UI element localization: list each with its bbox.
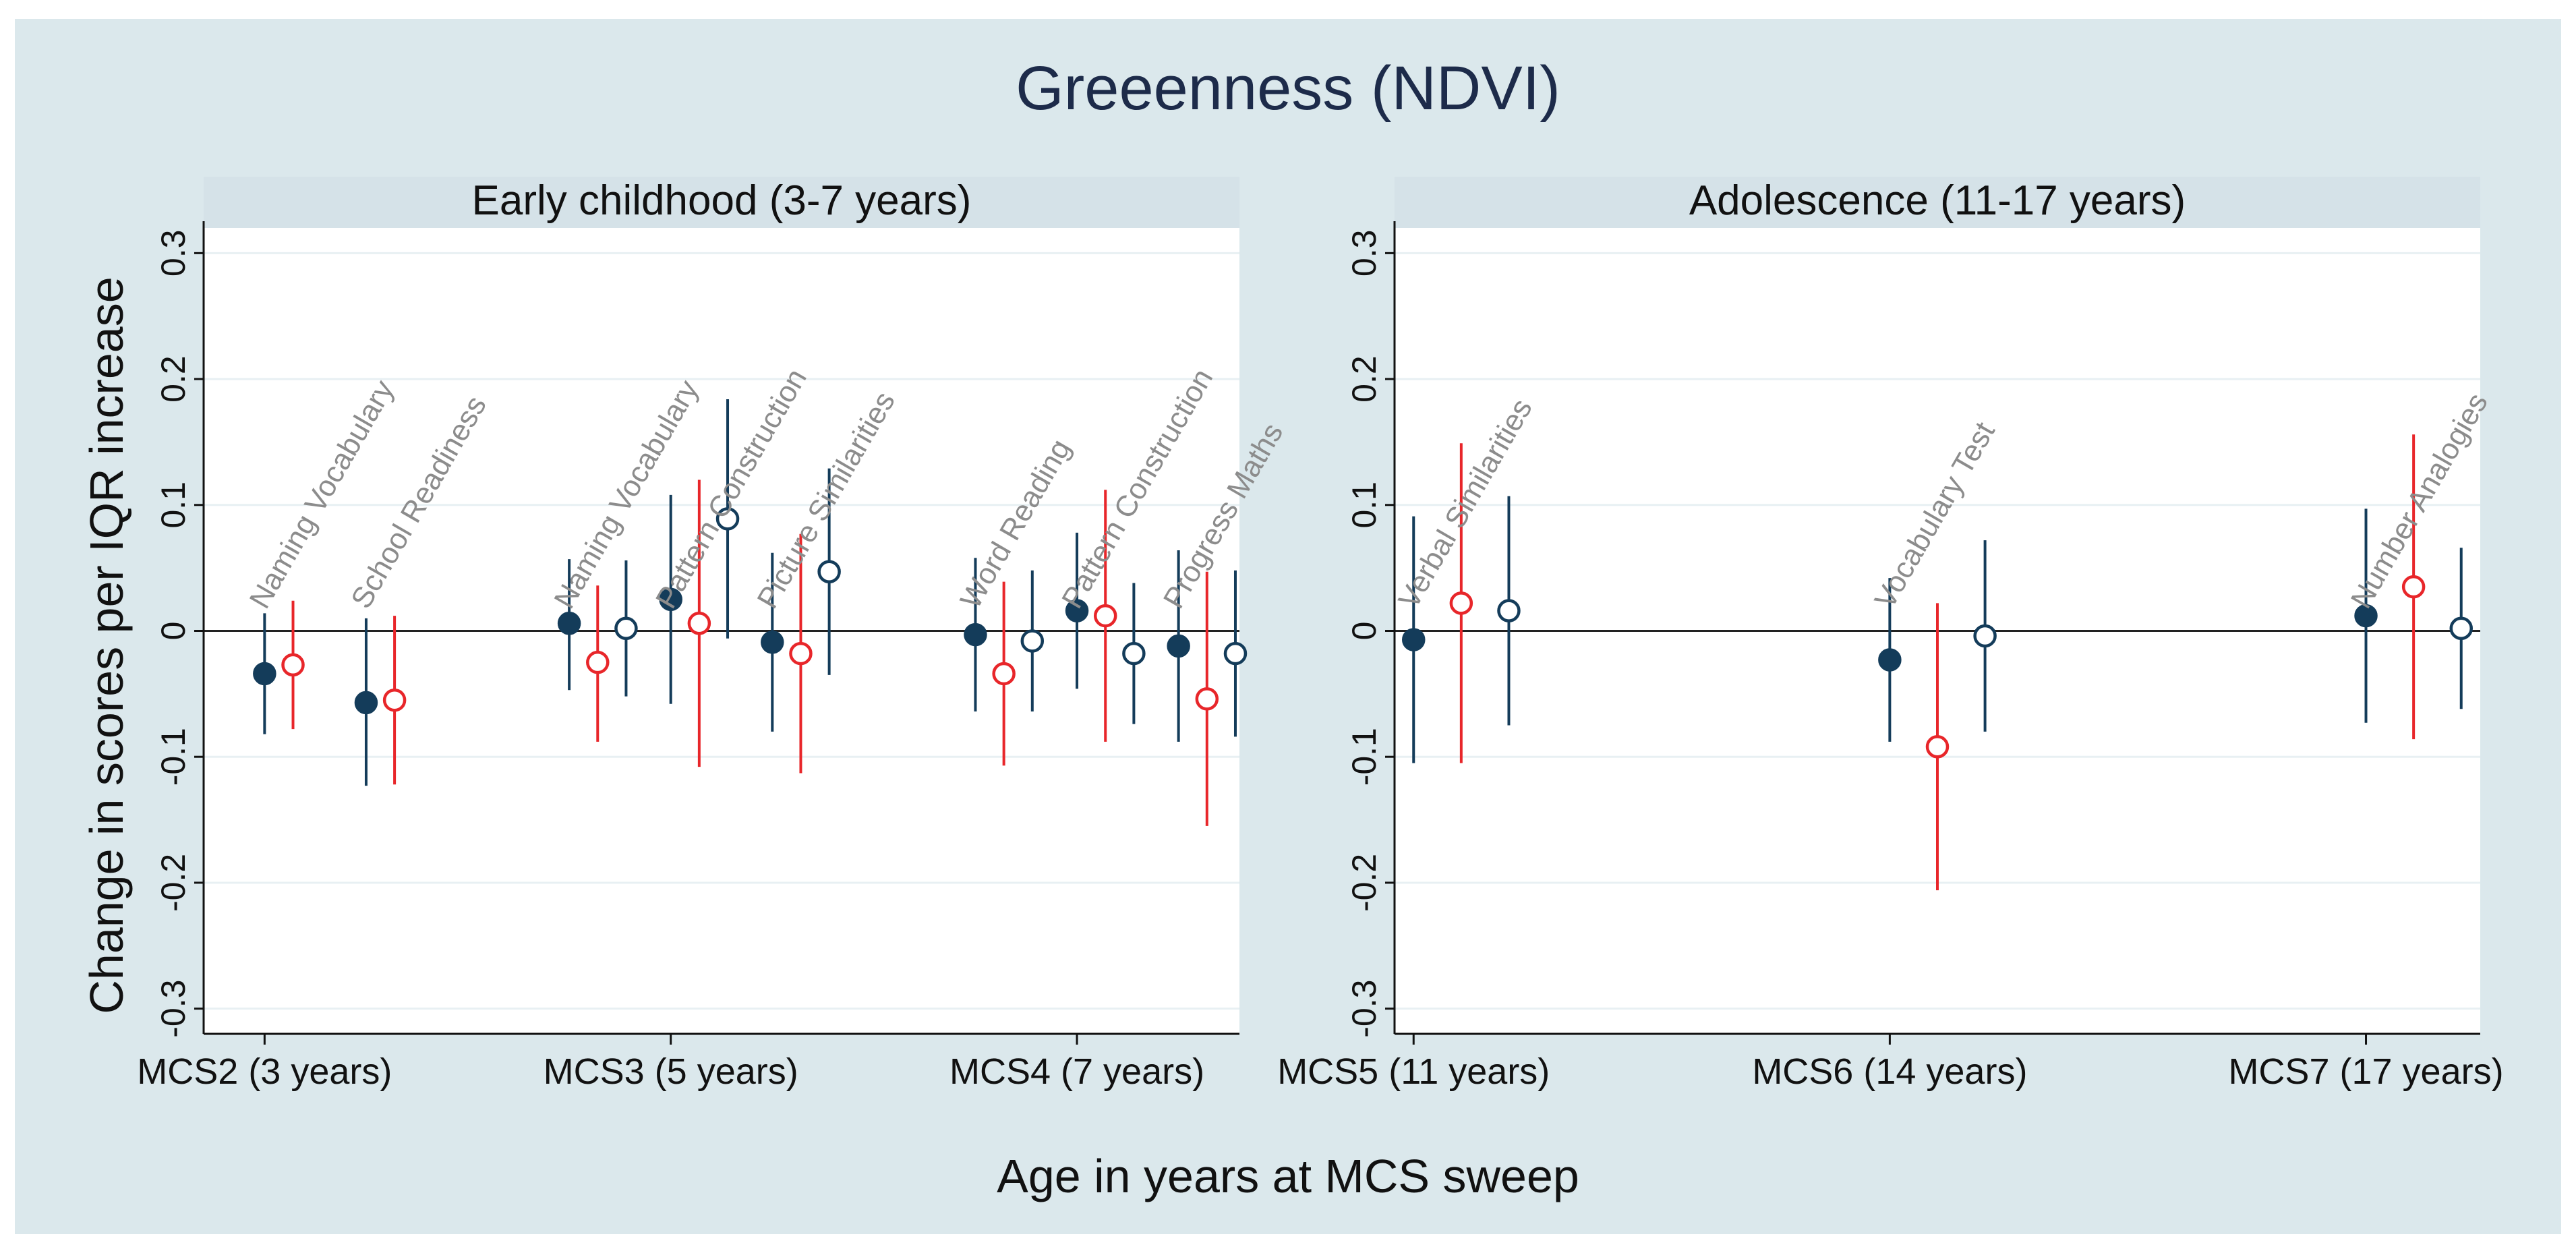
point-marker xyxy=(1195,687,1219,711)
panel-strip xyxy=(1395,177,2480,228)
point-marker xyxy=(1401,628,1426,651)
y-tick-label: 0.2 xyxy=(1345,355,1383,403)
point-marker xyxy=(1973,624,1997,648)
point-marker xyxy=(761,631,784,654)
y-tick-label: -0.2 xyxy=(154,854,192,912)
point-marker xyxy=(659,587,682,612)
point-marker xyxy=(964,622,987,647)
y-tick-label: -0.3 xyxy=(154,980,192,1038)
point-marker xyxy=(614,616,638,641)
y-tick-label: 0.1 xyxy=(154,482,192,529)
point-marker xyxy=(557,612,581,635)
x-axis-label: Age in years at MCS sweep xyxy=(997,1150,1579,1202)
point-marker xyxy=(1925,735,1950,759)
point-marker xyxy=(1122,641,1146,666)
y-tick-label: 0.1 xyxy=(1345,482,1383,529)
panel-adolescence: Adolescence (11-17 years) -0.3 -0.2 -0.1 0 0.… xyxy=(1277,177,2504,1092)
point-marker xyxy=(354,691,378,715)
point-marker xyxy=(1167,634,1190,658)
point-marker xyxy=(281,653,305,677)
point-marker xyxy=(1065,599,1089,622)
point-marker xyxy=(789,641,813,666)
point-marker xyxy=(2401,575,2426,599)
point-marker xyxy=(2449,616,2473,641)
x-tick-label: MCS7 (17 years) xyxy=(2228,1051,2503,1092)
point-marker xyxy=(1449,591,1473,615)
point-marker xyxy=(1020,629,1045,653)
point-marker xyxy=(253,662,276,686)
point-marker xyxy=(715,507,740,531)
point-marker xyxy=(687,612,711,635)
x-tick-label: MCS2 (3 years) xyxy=(137,1051,392,1092)
y-tick-label: -0.1 xyxy=(1345,728,1383,786)
x-tick-label: MCS3 (5 years) xyxy=(544,1051,798,1092)
x-tick-label: MCS6 (14 years) xyxy=(1752,1051,2027,1092)
y-axis-label: Change in scores per IQR increase xyxy=(80,276,133,1014)
point-marker xyxy=(992,662,1016,686)
y-tick-label: 0.3 xyxy=(154,230,192,277)
y-tick-label: -0.1 xyxy=(154,728,192,786)
x-tick-label: MCS5 (11 years) xyxy=(1277,1051,1550,1092)
point-marker xyxy=(1878,648,1902,672)
point-marker xyxy=(1223,641,1248,666)
point-marker xyxy=(1497,599,1521,622)
point-marker xyxy=(817,560,841,583)
panel-strip xyxy=(204,177,1239,228)
panel-title: Early childhood (3-7 years) xyxy=(472,177,972,224)
y-tick-label: 0 xyxy=(154,622,192,641)
y-tick-label: -0.2 xyxy=(1345,854,1383,912)
point-marker xyxy=(382,688,407,712)
y-tick-label: 0.3 xyxy=(1345,230,1383,277)
panel-early-childhood: Early childhood (3-7 years) -0.3 -0.2 -0.1 0… xyxy=(137,177,1289,1092)
y-tick-label: 0 xyxy=(1345,622,1383,641)
y-tick-label: 0.2 xyxy=(154,355,192,403)
x-tick-label: MCS4 (7 years) xyxy=(949,1051,1204,1092)
y-tick-label: -0.3 xyxy=(1345,980,1383,1038)
point-marker xyxy=(586,650,610,674)
chart-title: Greeenness (NDVI) xyxy=(1016,54,1560,123)
panel-title: Adolescence (11-17 years) xyxy=(1689,177,2186,224)
point-marker xyxy=(2354,604,2378,628)
point-marker xyxy=(1093,604,1117,628)
